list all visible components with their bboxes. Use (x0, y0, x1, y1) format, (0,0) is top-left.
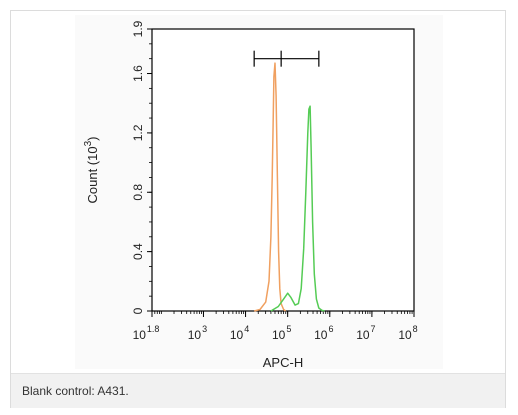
x-tick-label: 104 (230, 324, 249, 342)
x-tick-label: 108 (398, 324, 417, 342)
y-tick-label: 0 (131, 307, 145, 314)
figure-caption: Blank control: A431. (22, 384, 129, 398)
y-tick-label: 0.4 (131, 243, 145, 260)
y-axis-label: Count (103) (83, 137, 100, 204)
x-tick-label: 107 (356, 324, 375, 342)
histogram-chart: 0 0.4 0.8 1.2 1.6 1.9 101.8 103 104 105 106 107 108 A… (83, 20, 418, 369)
x-tick-label: 101.8 (133, 324, 160, 342)
figure-area: 0 0.4 0.8 1.2 1.6 1.9 101.8 103 104 105 106 107 108 A… (11, 11, 505, 371)
y-tick-label: 1.9 (131, 20, 145, 37)
x-tick-label: 106 (314, 324, 333, 342)
figure-image: 0 0.4 0.8 1.2 1.6 1.9 101.8 103 104 105 106 107 108 A… (75, 15, 443, 369)
x-tick-label: 105 (272, 324, 291, 342)
y-tick-label: 1.6 (131, 65, 145, 82)
x-axis-label: APC-H (263, 355, 303, 369)
y-tick-label: 1.2 (131, 124, 145, 141)
y-tick-label: 0.8 (131, 184, 145, 201)
figure-card: 0 0.4 0.8 1.2 1.6 1.9 101.8 103 104 105 106 107 108 A… (10, 10, 506, 408)
caption-bar: Blank control: A431. (11, 373, 505, 408)
histogram-orange-series (254, 62, 287, 312)
plot-frame (151, 28, 415, 312)
histogram-green-series (270, 105, 325, 312)
x-tick-label: 103 (188, 324, 207, 342)
